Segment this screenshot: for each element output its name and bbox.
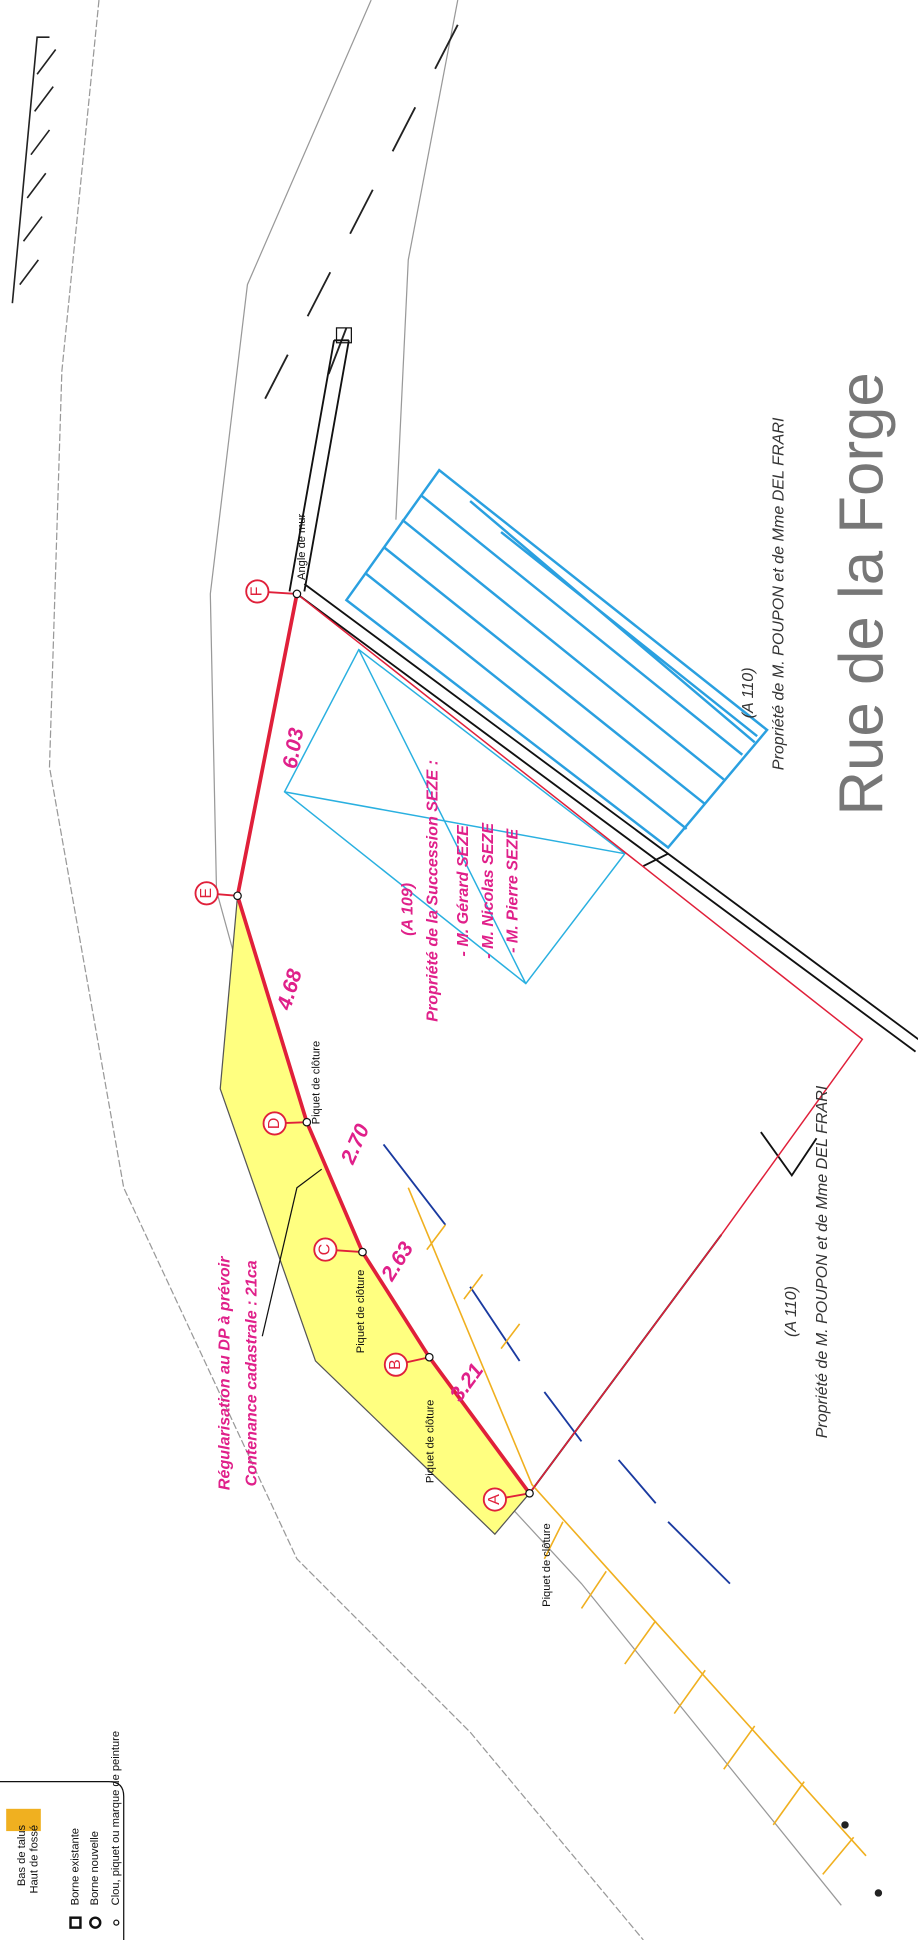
parcel-ref: (A 110) xyxy=(739,667,757,718)
survey-point xyxy=(525,1489,534,1498)
street-name: Rue de la Forge xyxy=(827,372,896,815)
legend-swatch xyxy=(6,1808,41,1832)
pin-head xyxy=(245,579,270,604)
legend-icon xyxy=(89,1916,102,1929)
dashed-line xyxy=(246,24,459,434)
point-label: C xyxy=(316,1244,334,1256)
point-note: Piquet de clôture xyxy=(424,1400,436,1483)
survey-point xyxy=(233,891,242,901)
slope-hatch xyxy=(407,1187,867,1875)
legend-icon xyxy=(69,1916,82,1929)
legend-item: Clou, piquet ou marque de peinture xyxy=(110,1731,122,1905)
survey-point xyxy=(424,1352,434,1362)
point-label: A xyxy=(485,1494,503,1505)
parcel-ref: (A 109) xyxy=(399,883,417,936)
distance: 6.03 xyxy=(279,726,309,771)
building-outline xyxy=(283,648,626,985)
pin-head xyxy=(262,1111,287,1136)
owner-member: - M. Pierre SEZE xyxy=(504,827,522,952)
legend-item: Bas de talus xyxy=(16,1824,28,1886)
new-boundary xyxy=(235,593,532,1495)
distance: 4.68 xyxy=(273,966,307,1013)
parcel-owner: Propriété de la Succession SEZE : xyxy=(423,760,441,1022)
legend-item: Borne nouvelle xyxy=(89,1831,101,1905)
owner-member: - M. Nicolas SEZE xyxy=(479,822,497,959)
ditch-line xyxy=(382,1143,731,1585)
legend-box xyxy=(0,1780,125,1940)
distance: 2.63 xyxy=(376,1238,418,1286)
legend-icon xyxy=(113,1919,120,1926)
road-edges xyxy=(48,0,842,1940)
boundary xyxy=(296,593,864,1494)
legend-item: Borne existante xyxy=(69,1828,81,1905)
parcel-ref: (A 110) xyxy=(782,1286,800,1337)
dot xyxy=(874,1889,883,1897)
pin-head xyxy=(194,881,219,906)
leader xyxy=(261,1168,323,1337)
note: Régularisation au DP à prévoir xyxy=(215,1256,233,1490)
point-label: E xyxy=(197,888,215,899)
survey-point xyxy=(302,1117,312,1127)
owner-member: - M. Gérard SEZE xyxy=(454,824,472,957)
post xyxy=(335,327,352,344)
survey-point xyxy=(358,1247,367,1257)
survey-point xyxy=(292,589,302,599)
point-note: Piquet de clôture xyxy=(355,1270,367,1354)
point-label: D xyxy=(265,1118,283,1130)
note: Contenance cadastrale : 21ca xyxy=(243,1260,261,1486)
point-note: Angle de mur xyxy=(296,514,308,580)
legend-item: Haut de fossé xyxy=(29,1825,41,1894)
pin-head xyxy=(482,1487,507,1512)
point-note: Piquet de clôture xyxy=(311,1041,323,1125)
pin-head xyxy=(313,1237,338,1262)
pin-head xyxy=(383,1352,408,1377)
point-label: B xyxy=(386,1359,404,1370)
parcel-owner: Propriété de M. POUPON et de Mme DEL FRA… xyxy=(770,417,788,770)
point-note: Piquet de clôture xyxy=(541,1523,553,1606)
building-hatch xyxy=(344,468,769,850)
point-label: F xyxy=(248,586,266,596)
embankment xyxy=(11,36,57,304)
distance: 2.70 xyxy=(336,1120,374,1168)
dot xyxy=(841,1821,849,1829)
points: A B C D E F xyxy=(194,579,534,1512)
parcel-owner: Propriété de M. POUPON et de Mme DEL FRA… xyxy=(813,1085,831,1438)
